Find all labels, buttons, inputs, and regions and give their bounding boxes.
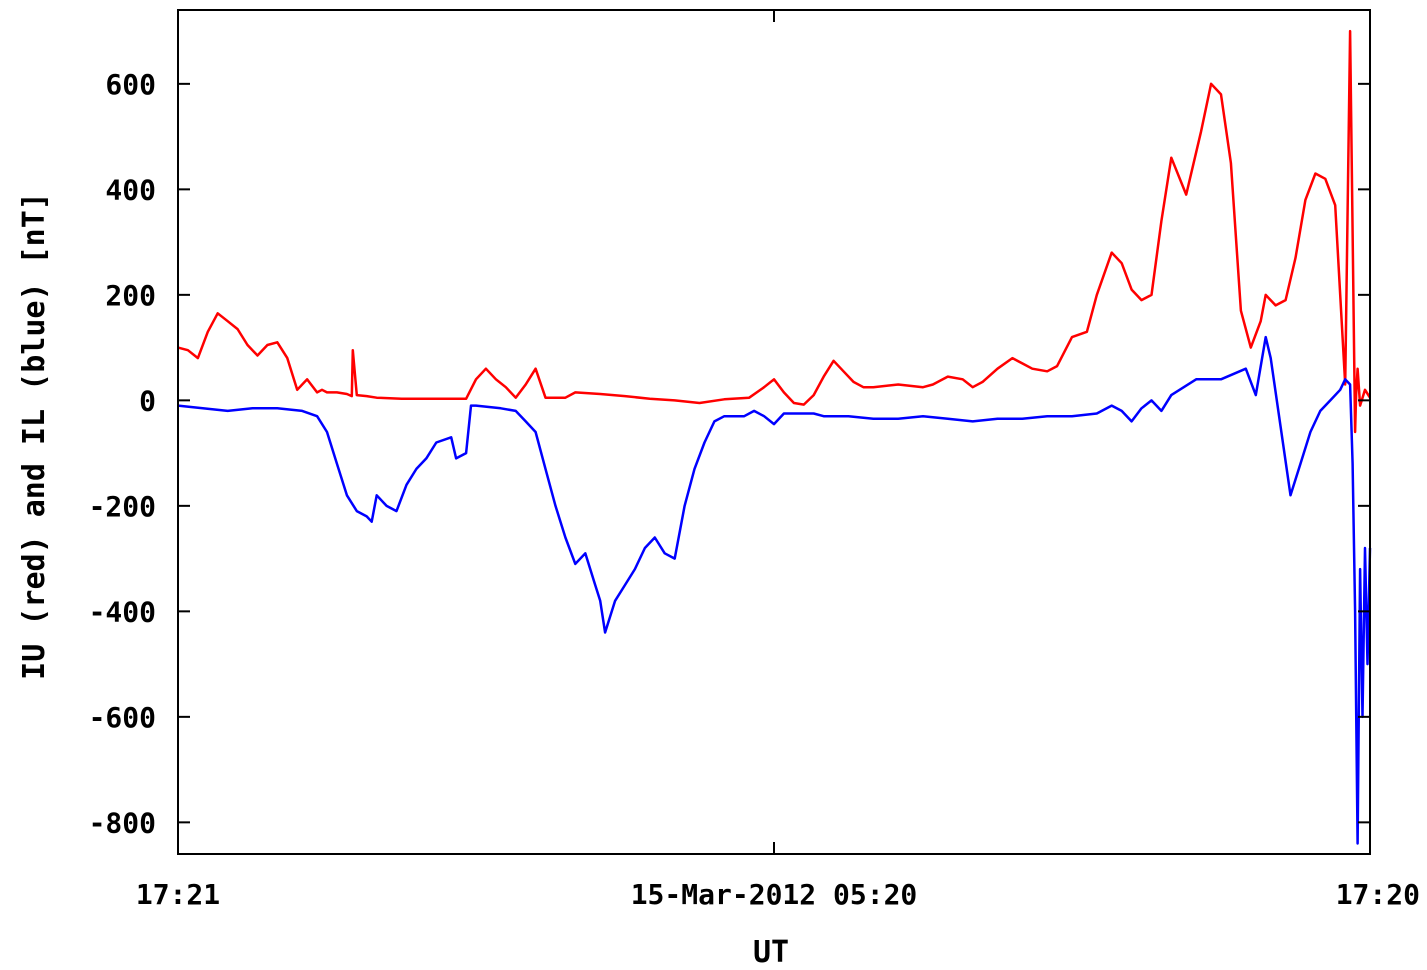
x-tick-label: 15-Mar-2012 05:20 — [631, 878, 918, 911]
plot-frame — [177, 9, 1371, 855]
y-axis-label: IU (red) and IL (blue) [nT] — [17, 192, 52, 680]
y-tick-label: 200 — [105, 279, 156, 312]
y-axis-ticks: 600 400 200 0 -200 -400 -600 -800 — [89, 68, 1370, 839]
series-layer — [177, 29, 1372, 845]
x-axis-label: UT — [753, 935, 789, 970]
y-tick-label: 600 — [105, 68, 156, 101]
y-tick-label: 400 — [105, 173, 156, 206]
y-tick-label: -400 — [89, 595, 156, 628]
series-line-red — [177, 29, 1372, 434]
y-tick-label: 0 — [139, 384, 156, 417]
x-axis-ticks: 17:21 15-Mar-2012 05:20 17:20 — [136, 10, 1420, 911]
y-tick-label: -800 — [89, 806, 156, 839]
x-tick-label: 17:20 — [1336, 878, 1420, 911]
x-tick-label: 17:21 — [136, 878, 220, 911]
y-tick-label: -600 — [89, 701, 156, 734]
series-line-blue — [177, 335, 1372, 845]
y-tick-label: -200 — [89, 490, 156, 523]
